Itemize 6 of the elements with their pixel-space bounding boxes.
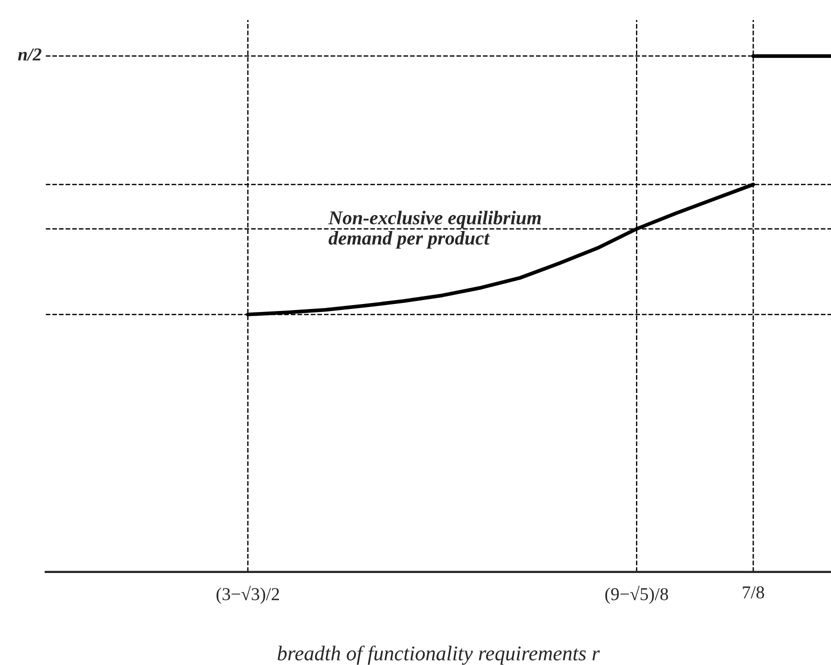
- x-tick-label: (9−√5)/8: [605, 586, 668, 604]
- x-axis-title: breadth of functionality requirements r: [278, 646, 600, 665]
- ref-line-label: n/2: [18, 48, 42, 61]
- x-tick-label: 7/8: [742, 586, 764, 598]
- x-tick-label: (3−√3)/2: [216, 586, 279, 604]
- annotation: Non-exclusive equilibrium demand per product: [328, 210, 541, 249]
